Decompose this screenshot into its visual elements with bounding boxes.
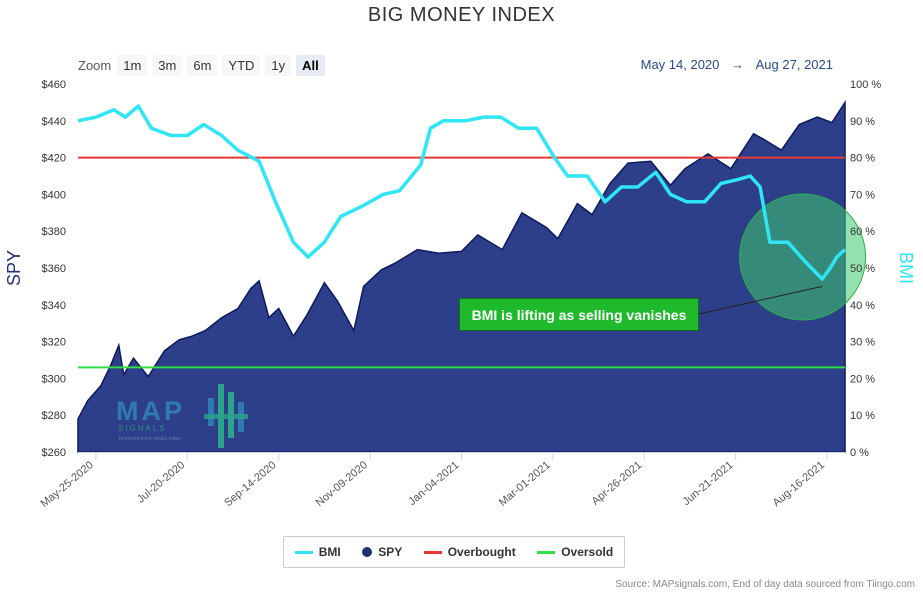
bmi-line xyxy=(77,104,847,281)
annotation-connector xyxy=(698,285,823,315)
zoom-6m-button[interactable]: 6m xyxy=(187,55,218,76)
y-left-axis-title: SPY xyxy=(4,250,24,286)
map-signals-logo: MAP SIGNALS Tomorrow's top stocks today xyxy=(116,380,276,450)
x-tick-label: Sep-14-2020 xyxy=(222,459,278,509)
legend-bmi-swatch xyxy=(294,550,313,554)
y-left-tick-label: $400 xyxy=(42,189,66,201)
y-right-tick-label: 60 % xyxy=(850,226,875,238)
date-range-arrow: → xyxy=(731,57,745,72)
zoom-1y-button[interactable]: 1y xyxy=(265,55,292,76)
y-left-tick-label: $460 xyxy=(42,79,66,91)
y-left-tick-label: $360 xyxy=(42,263,66,275)
y-right-tick-label: 30 % xyxy=(850,337,875,349)
legend-overbought-label: Overbought xyxy=(447,545,516,559)
zoom-1m-button[interactable]: 1m xyxy=(117,55,148,76)
chart-title: BIG MONEY INDEX xyxy=(367,4,556,26)
legend-item-spy[interactable]: SPY xyxy=(362,545,402,559)
x-tick-label: Jul-20-2020 xyxy=(135,459,187,506)
x-tick-label: Mar-01-2021 xyxy=(497,459,553,509)
chart-legend: BMI SPY Overbought Oversold xyxy=(283,536,625,568)
x-tick-label: May-25-2020 xyxy=(39,459,96,510)
y-right-tick-label: 40 % xyxy=(850,300,875,312)
y-right-tick-label: 80 % xyxy=(850,153,875,165)
logo-tagline: Tomorrow's top stocks today xyxy=(118,436,181,442)
x-tick-label: Aug-16-2021 xyxy=(771,459,827,509)
y-right-tick-label: 90 % xyxy=(850,116,875,128)
source-note: Source: MAPsignals.com, End of day data … xyxy=(615,579,915,590)
y-right-tick-label: 50 % xyxy=(850,263,875,275)
zoom-3m-button[interactable]: 3m xyxy=(152,55,183,76)
annotation-callout: BMI is lifting as selling vanishes xyxy=(459,298,699,331)
y-left-tick-label: $440 xyxy=(42,116,66,128)
y-left-tick-label: $320 xyxy=(42,337,66,349)
legend-item-bmi[interactable]: BMI xyxy=(294,545,341,559)
x-tick-label: Jun-21-2021 xyxy=(681,459,736,508)
legend-item-overbought[interactable]: Overbought xyxy=(423,545,516,559)
x-tick-label: Jan-04-2021 xyxy=(406,459,461,508)
legend-item-oversold[interactable]: Oversold xyxy=(537,545,613,559)
y-left-tick-label: $260 xyxy=(42,447,66,459)
legend-spy-label: SPY xyxy=(378,545,403,559)
y-left-tick-label: $380 xyxy=(42,226,66,238)
legend-overbought-swatch xyxy=(423,550,442,554)
y-left-tick-label: $420 xyxy=(42,153,66,165)
x-tick-label: Apr-26-2021 xyxy=(590,459,645,508)
y-right-tick-label: 10 % xyxy=(850,410,875,422)
zoom-controls: Zoom 1m 3m 6m YTD 1y All xyxy=(78,55,330,76)
y-right-tick-label: 100 % xyxy=(850,79,881,91)
zoom-ytd-button[interactable]: YTD xyxy=(222,55,261,76)
y-right-tick-label: 70 % xyxy=(850,189,875,201)
legend-spy-swatch xyxy=(362,547,373,557)
y-left-tick-label: $300 xyxy=(42,373,66,385)
legend-oversold-label: Oversold xyxy=(561,545,614,559)
zoom-all-button[interactable]: All xyxy=(296,55,325,76)
zoom-label: Zoom xyxy=(78,58,112,73)
logo-main-text: MAP xyxy=(116,396,185,426)
date-range: May 14, 2020 → Aug 27, 2021 xyxy=(637,57,837,72)
logo-mark-icon xyxy=(204,384,248,448)
y-right-tick-label: 0 % xyxy=(850,447,869,459)
logo-sub-text: SIGNALS xyxy=(118,424,167,433)
legend-oversold-swatch xyxy=(537,550,556,554)
date-range-from[interactable]: May 14, 2020 xyxy=(640,57,720,72)
y-right-tick-label: 20 % xyxy=(850,373,875,385)
legend-bmi-label: BMI xyxy=(318,545,341,559)
y-left-tick-label: $280 xyxy=(42,410,66,422)
date-range-to[interactable]: Aug 27, 2021 xyxy=(755,57,833,72)
x-tick-label: Nov-09-2020 xyxy=(314,459,370,509)
y-left-tick-label: $340 xyxy=(42,300,66,312)
y-right-axis-title: BMI xyxy=(896,252,916,284)
